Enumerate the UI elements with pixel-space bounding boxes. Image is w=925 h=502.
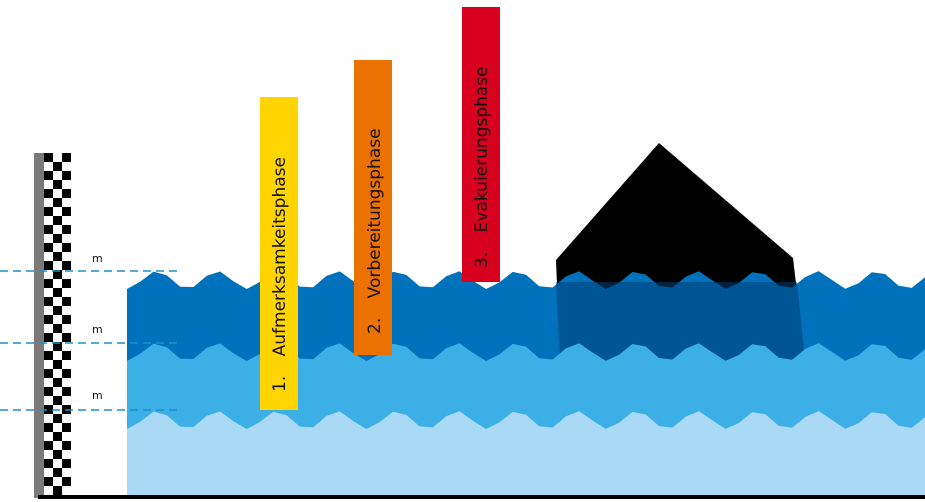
gauge-checker-square: [44, 171, 53, 180]
gauge-checker-square: [53, 396, 62, 405]
gauge-checker-square: [62, 441, 71, 450]
gauge-checker-square: [53, 198, 62, 207]
gauge-checker-square: [53, 360, 62, 369]
gauge-checker-square: [62, 333, 71, 342]
gauge-checker-square: [53, 432, 62, 441]
gauge-checker-square: [53, 288, 62, 297]
gauge-checker-pattern: [44, 153, 71, 498]
gauge-checker-square: [62, 243, 71, 252]
gauge-checker-square: [53, 216, 62, 225]
gauge-checker-square: [62, 423, 71, 432]
gauge-checker-square: [53, 486, 62, 495]
phase-bar-1: 1. Aufmerksamkeitsphase: [260, 97, 298, 410]
gauge-checker-square: [53, 252, 62, 261]
phase-1-label: 1. Aufmerksamkeitsphase: [270, 157, 290, 392]
gauge-checker-square: [62, 189, 71, 198]
gauge-checker-square: [53, 324, 62, 333]
gauge-checker-square: [44, 387, 53, 396]
phase-2-number: 2.: [365, 318, 385, 334]
gauge-checker-square: [62, 225, 71, 234]
ground-line: [38, 495, 925, 499]
gauge-checker-square: [53, 414, 62, 423]
gauge-checker-square: [62, 261, 71, 270]
gauge-checker-square: [44, 189, 53, 198]
phase-1-number: 1.: [270, 376, 290, 392]
water-level-low: [127, 411, 925, 495]
gauge-checker-square: [53, 450, 62, 459]
gauge-checker-square: [62, 369, 71, 378]
level-markers: m m m: [0, 252, 182, 411]
gauge-checker-square: [53, 270, 62, 279]
gauge-checker-square: [44, 423, 53, 432]
gauge-checker-square: [44, 207, 53, 216]
gauge-checker-square: [44, 279, 53, 288]
gauge-checker-square: [53, 162, 62, 171]
phase-3-label: 3. Evakuierungsphase: [472, 66, 492, 268]
gauge-checker-square: [44, 297, 53, 306]
gauge-checker-square: [44, 225, 53, 234]
gauge-checker-square: [62, 171, 71, 180]
gauge-checker-square: [62, 297, 71, 306]
gauge-checker-square: [62, 279, 71, 288]
gauge-checker-square: [44, 153, 53, 162]
phase-bar-2: 2. Vorbereitungsphase: [354, 60, 392, 355]
gauge-checker-square: [53, 378, 62, 387]
phase-1-name: Aufmerksamkeitsphase: [270, 157, 290, 356]
gauge-checker-square: [44, 351, 53, 360]
level-label-1: m: [92, 252, 103, 265]
gauge-checker-square: [44, 261, 53, 270]
gauge-checker-square: [44, 369, 53, 378]
gauge-checker-square: [62, 315, 71, 324]
gauge-checker-square: [44, 459, 53, 468]
gauge-checker-square: [44, 405, 53, 414]
gauge-checker-square: [53, 234, 62, 243]
gauge-checker-square: [62, 459, 71, 468]
gauge-checker-square: [62, 351, 71, 360]
gauge-checker-square: [44, 243, 53, 252]
gauge-checker-square: [62, 153, 71, 162]
gauge-checker-square: [53, 306, 62, 315]
gauge-checker-square: [53, 342, 62, 351]
gauge-checker-square: [53, 180, 62, 189]
gauge-checker-square: [62, 207, 71, 216]
level-label-2: m: [92, 323, 103, 336]
gauge-checker-square: [44, 441, 53, 450]
gauge-checker-square: [62, 477, 71, 486]
phase-bar-3: 3. Evakuierungsphase: [462, 7, 500, 282]
level-label-3: m: [92, 389, 103, 402]
gauge-checker-square: [62, 387, 71, 396]
gauge-checker-square: [44, 477, 53, 486]
gauge-checker-square: [44, 333, 53, 342]
gauge-checker-square: [53, 468, 62, 477]
water-gauge: [34, 153, 71, 498]
phase-2-name: Vorbereitungsphase: [365, 128, 385, 298]
house-submerged-part: [556, 282, 805, 360]
phase-3-name: Evakuierungsphase: [472, 66, 492, 232]
phase-3-number: 3.: [472, 252, 492, 268]
gauge-checker-square: [44, 315, 53, 324]
phase-2-label: 2. Vorbereitungsphase: [365, 128, 385, 334]
